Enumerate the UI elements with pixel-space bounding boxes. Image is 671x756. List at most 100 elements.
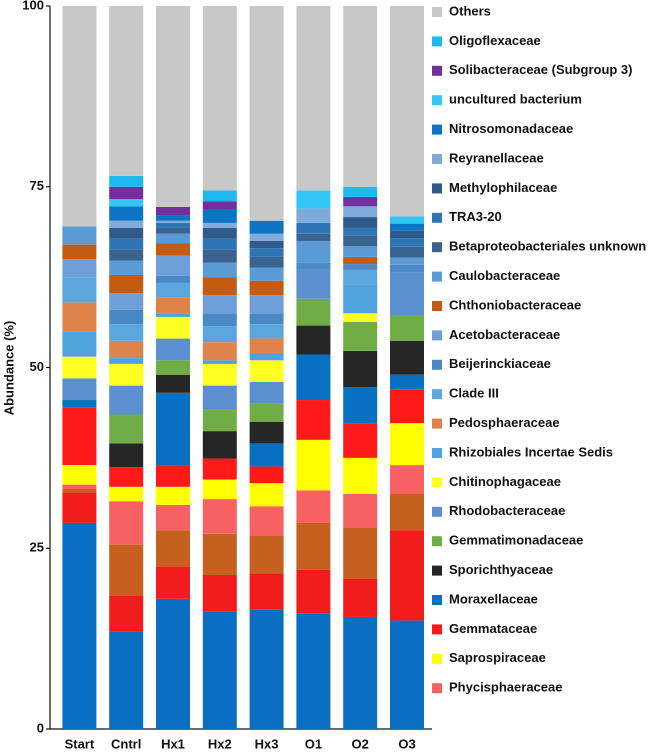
bar-segment [156, 530, 190, 567]
bar-segment [202, 295, 237, 314]
bar-segment [156, 275, 190, 283]
bar-segment [202, 458, 237, 480]
bar-segment [343, 578, 378, 617]
x-tick-label: Start [65, 736, 95, 751]
legend-label: Nitrosomonadaceae [449, 121, 573, 136]
bar-segment [202, 499, 237, 534]
bar-segment [249, 256, 284, 268]
legend-swatch [432, 301, 442, 311]
bar-segment [109, 175, 144, 187]
bar-segment [62, 492, 97, 523]
legend-swatch [432, 477, 442, 488]
bar-segment [249, 338, 284, 354]
legend-label: Reyranellaceae [449, 150, 544, 165]
y-tick-label: 100 [22, 0, 44, 12]
bar-segment [202, 201, 237, 210]
bar-segment [156, 316, 190, 339]
bar-segment [156, 243, 190, 256]
bar-segment [296, 439, 331, 491]
legend-swatch [432, 7, 442, 17]
bar-segment [156, 598, 190, 729]
bar-segment [296, 240, 331, 263]
legend-label: Gemmatimonadaceae [449, 533, 583, 548]
bar-segment [390, 620, 424, 729]
bar-segment [109, 249, 144, 261]
legend-label: Clade III [449, 386, 499, 401]
bar-segment [109, 293, 144, 310]
bar-segment [156, 220, 190, 223]
legend-label: Betaproteobacteriales unknown [449, 239, 646, 254]
bar-segment [343, 186, 378, 197]
legend-label: Acetobacteraceae [449, 327, 560, 342]
bar-segment [249, 421, 284, 444]
bar-segment [249, 353, 284, 361]
bar-segment [249, 248, 284, 257]
bar-segment [202, 363, 237, 386]
bar-segment [202, 313, 237, 327]
bar-segment [390, 223, 424, 231]
bar-segment [390, 374, 424, 390]
bar-segment [343, 256, 378, 265]
bar-segment [202, 360, 237, 364]
bar-segment [202, 342, 237, 361]
bar-segment [343, 6, 378, 187]
bar-segment [249, 403, 284, 422]
bar-segment [109, 227, 144, 239]
bar-segment [62, 488, 97, 493]
bar-segment [109, 631, 144, 729]
legend-label: Gemmataceae [449, 621, 537, 636]
legend-swatch [432, 653, 442, 664]
bar-segment [62, 6, 97, 227]
bar-segment [202, 222, 237, 228]
bar-segment [109, 385, 144, 415]
x-tick-label: O2 [352, 736, 369, 751]
bar-segment [156, 374, 190, 393]
bar-segment [156, 360, 190, 375]
bar-segment [156, 392, 190, 466]
bar-segment [62, 465, 97, 485]
bar-segment [296, 208, 331, 223]
bar-segment [390, 315, 424, 341]
bar-segment [249, 6, 284, 221]
bar-segment [109, 324, 144, 341]
bar-segment [109, 358, 144, 364]
legend-swatch [432, 683, 442, 694]
legend-label: Oligoflexaceae [449, 33, 541, 48]
bar-segment [343, 264, 378, 270]
bar-segment [202, 227, 237, 239]
bar-segment [296, 325, 331, 355]
legend-label: Pedosphaeraceae [449, 415, 560, 430]
legend-swatch [432, 448, 442, 458]
bar-segment [109, 186, 144, 200]
x-tick-label: Hx2 [208, 736, 232, 751]
bar-segment [249, 240, 284, 249]
bar-segment [156, 206, 190, 216]
bar-segment [249, 220, 284, 234]
bar-segment [62, 331, 97, 357]
bar-segment [296, 613, 331, 729]
bar-segment [156, 282, 190, 298]
bar-segment [109, 220, 144, 228]
bar-segment [109, 501, 144, 545]
bar-segment [343, 457, 378, 495]
bar-segment [343, 387, 378, 424]
legend-label: Moraxellaceae [449, 591, 538, 606]
bar-segment [343, 494, 378, 529]
bar-segment [62, 259, 97, 278]
bar-segment [202, 6, 237, 191]
bar-segment [296, 298, 331, 326]
bar-segment [109, 6, 144, 176]
bar-segment [156, 338, 190, 361]
bar-segment [343, 284, 378, 314]
bar-segment [296, 269, 331, 299]
bar-segment [109, 309, 144, 325]
bar-segment [343, 528, 378, 579]
bar-segment [296, 490, 331, 523]
bar-segment [109, 544, 144, 596]
bar-segment [156, 222, 190, 228]
bar-segment [62, 407, 97, 466]
bar-segment [249, 233, 284, 241]
bar-segment [390, 264, 424, 273]
bar-segment [390, 272, 424, 316]
